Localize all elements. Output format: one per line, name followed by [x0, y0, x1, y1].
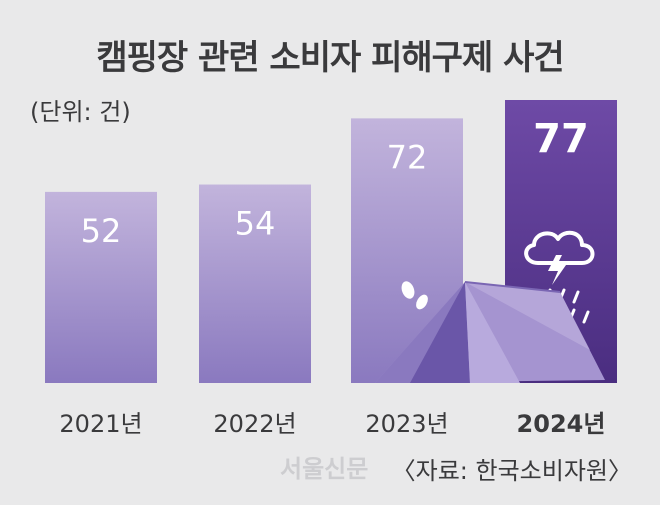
bar-2021년: [45, 191, 157, 383]
category-label: 2022년: [213, 410, 296, 438]
watermark: 서울신문: [280, 455, 369, 483]
bar-2022년: [199, 184, 311, 383]
category-label: 2021년: [59, 410, 142, 438]
value-label: 52: [81, 212, 122, 250]
chart-title: 캠핑장 관련 소비자 피해구제 사건: [96, 38, 564, 78]
category-label: 2024년: [517, 410, 606, 438]
value-label: 54: [235, 205, 276, 243]
unit-label: (단위: 건): [30, 98, 131, 126]
tent-icon: [375, 281, 605, 383]
storm-cloud-icon: [524, 230, 595, 285]
value-label: 72: [387, 138, 428, 176]
source-label: 〈자료: 한국소비자원〉: [391, 457, 632, 485]
value-label: 77: [533, 116, 589, 162]
water-splash-icon: [401, 281, 428, 310]
category-label: 2023년: [365, 410, 448, 438]
